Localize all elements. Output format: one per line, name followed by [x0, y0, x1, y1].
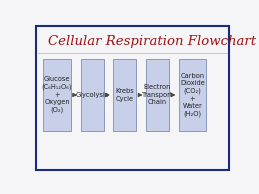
Bar: [179, 59, 206, 131]
Bar: [81, 59, 104, 131]
Text: Krebs
Cycle: Krebs Cycle: [116, 88, 134, 102]
Text: Glycolysis: Glycolysis: [75, 92, 109, 98]
Text: Carbon
Dioxide
(CO₂)
+
Water
(H₂O): Carbon Dioxide (CO₂) + Water (H₂O): [180, 73, 205, 117]
Bar: [44, 59, 70, 131]
Text: Glucose
(C₆H₁₂O₆)
+
Oxygen
(O₂): Glucose (C₆H₁₂O₆) + Oxygen (O₂): [42, 76, 72, 113]
Text: Cellular Respiration Flowchart: Cellular Respiration Flowchart: [48, 36, 257, 48]
Text: Electron
Transport
Chain: Electron Transport Chain: [142, 84, 173, 106]
Bar: [113, 59, 136, 131]
Bar: [146, 59, 169, 131]
